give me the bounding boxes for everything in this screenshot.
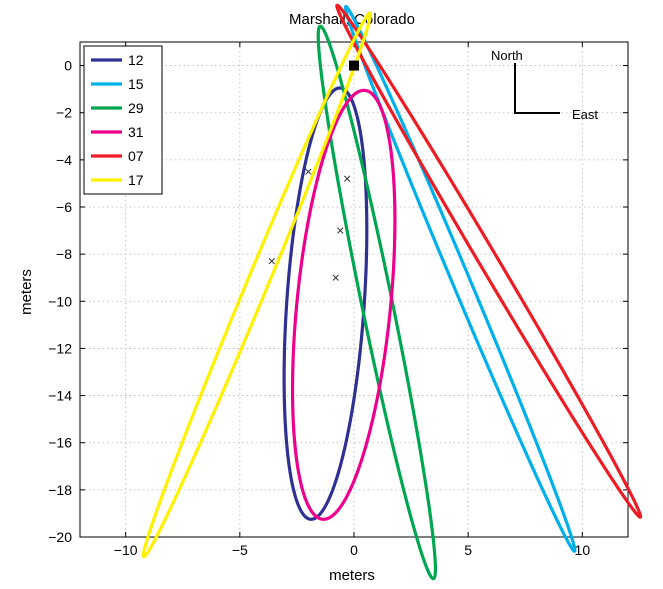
legend: 12 15 29 31 07 17 xyxy=(83,45,163,195)
y-tick-label: −4 xyxy=(56,152,72,168)
compass-north-label: North xyxy=(491,48,523,63)
y-tick-label: −12 xyxy=(48,340,72,356)
y-tick-label: −18 xyxy=(48,482,72,498)
ellipse-series-29 xyxy=(316,24,438,581)
legend-label-17: 17 xyxy=(128,172,144,188)
y-tick-label: −10 xyxy=(48,293,72,309)
y-axis-label: meters xyxy=(18,269,35,315)
compass-arrow xyxy=(514,63,560,114)
x-tick-label: 10 xyxy=(575,542,591,558)
y-tick-label: 0 xyxy=(64,58,72,74)
compass-east-label: East xyxy=(572,107,598,122)
y-tick-label: −14 xyxy=(48,388,72,404)
legend-label-12: 12 xyxy=(128,52,144,68)
x-tick-label: −5 xyxy=(232,542,248,558)
axis-ticks: −10 −5 0 5 10 0 −2 −4 −6 −8 −10 −12 −14 −16 −18 −20 xyxy=(48,42,628,558)
x-tick-label: −10 xyxy=(114,542,138,558)
legend-label-31: 31 xyxy=(128,124,144,140)
y-tick-label: −16 xyxy=(48,435,72,451)
y-tick-label: −6 xyxy=(56,199,72,215)
x-marker xyxy=(332,274,339,281)
x-tick-label: 5 xyxy=(464,542,472,558)
x-marker xyxy=(343,175,351,182)
marker-group xyxy=(268,60,359,281)
ellipse-series-31 xyxy=(290,88,397,521)
chart-title: Marshall, Colorado xyxy=(289,11,415,28)
y-tick-label: −2 xyxy=(56,105,72,121)
y-tick-label: −8 xyxy=(56,246,72,262)
ellipse-series-17 xyxy=(141,11,373,559)
legend-label-07: 07 xyxy=(128,148,144,164)
ellipse-series-12 xyxy=(282,86,369,521)
y-tick-label: −20 xyxy=(48,529,72,545)
x-tick-label: 0 xyxy=(350,542,358,558)
ellipse-series-07 xyxy=(335,3,643,519)
x-axis-label: meters xyxy=(329,567,375,584)
x-marker xyxy=(268,258,275,265)
x-marker xyxy=(305,168,312,175)
legend-box xyxy=(83,45,163,195)
legend-label-29: 29 xyxy=(128,100,144,116)
x-marker xyxy=(337,227,344,234)
legend-label-15: 15 xyxy=(128,76,144,92)
series-group xyxy=(141,3,643,581)
compass: North East xyxy=(491,48,598,122)
square-marker xyxy=(349,60,359,71)
